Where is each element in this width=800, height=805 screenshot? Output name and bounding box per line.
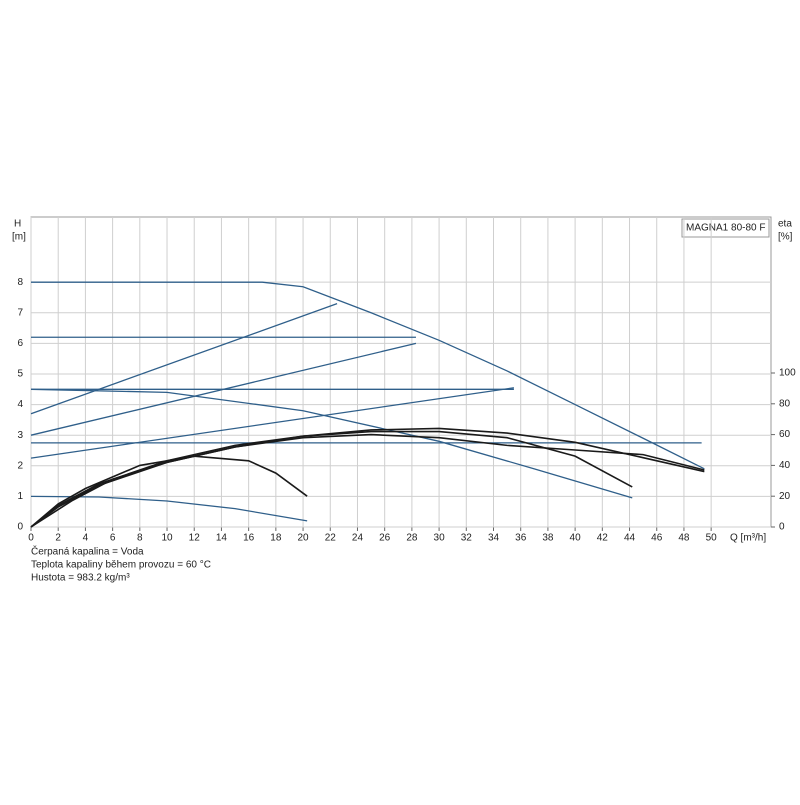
y-tick-label: 5: [17, 369, 23, 380]
x-tick-label: 16: [243, 533, 255, 544]
x-tick-label: 20: [297, 533, 309, 544]
x-tick-label: 26: [379, 533, 391, 544]
title-box: [681, 218, 770, 238]
x-tick-label: 8: [137, 533, 143, 544]
x-tick-label: 36: [515, 533, 527, 544]
annotation: Hustota = 983.2 kg/m³: [31, 573, 130, 584]
y2-tick-label: 0: [779, 522, 785, 533]
curve: [30, 455, 308, 528]
curve: [30, 427, 705, 528]
curve: [30, 388, 633, 499]
x-tick-label: 34: [488, 533, 500, 544]
y2-label: eta: [778, 219, 792, 230]
y-tick-label: 6: [17, 338, 23, 349]
y-tick-label: 7: [17, 307, 23, 318]
curve: [30, 302, 338, 415]
curve: [30, 433, 705, 528]
y2-unit: [%]: [778, 232, 793, 243]
y-tick-label: 8: [17, 277, 23, 288]
y-tick-label: 2: [17, 460, 23, 471]
y-tick-label: 3: [17, 430, 23, 441]
x-tick-label: 30: [434, 533, 446, 544]
x-tick-label: 44: [624, 533, 636, 544]
curve: [30, 430, 633, 528]
x-tick-label: 6: [110, 533, 116, 544]
x-tick-label: 14: [216, 533, 228, 544]
x-tick-label: 42: [597, 533, 609, 544]
x-tick-label: 10: [161, 533, 173, 544]
y2-tick-label: 40: [779, 460, 791, 471]
x-tick-label: 4: [83, 533, 89, 544]
curve: [31, 281, 705, 470]
y2-tick-label: 20: [779, 491, 791, 502]
y-unit: [m]: [12, 232, 26, 243]
y2-tick-label: 60: [779, 429, 791, 440]
x-tick-label: 12: [189, 533, 201, 544]
plot-frame: [30, 216, 772, 528]
y2-tick-label: 80: [779, 398, 791, 409]
y2-tick-label: 100: [779, 368, 796, 379]
x-tick-label: 2: [55, 533, 61, 544]
curve: [30, 342, 417, 436]
x-tick-label: 0: [28, 533, 34, 544]
y-tick-label: 1: [17, 491, 23, 502]
x-tick-label: 48: [678, 533, 690, 544]
y-tick-label: 0: [17, 522, 23, 533]
x-tick-label: 22: [325, 533, 337, 544]
x-tick-label: 24: [352, 533, 364, 544]
annotation: Čerpaná kapalina = Voda: [31, 545, 144, 558]
x-tick-label: 38: [542, 533, 554, 544]
x-tick-label: 46: [651, 533, 663, 544]
curve: [30, 387, 514, 459]
x-tick-label: 18: [270, 533, 282, 544]
annotation: Teplota kapaliny během provozu = 60 °C: [31, 560, 211, 571]
y-label: H: [14, 219, 21, 230]
chart-title: MAGNA1 80-80 F: [686, 223, 765, 234]
x-tick-label: 32: [461, 533, 473, 544]
x-tick-label: 28: [406, 533, 418, 544]
y-tick-label: 4: [17, 399, 23, 410]
x-tick-label: 50: [706, 533, 718, 544]
x-tick-label: 40: [570, 533, 582, 544]
x-label: Q [m³/h]: [730, 533, 766, 544]
